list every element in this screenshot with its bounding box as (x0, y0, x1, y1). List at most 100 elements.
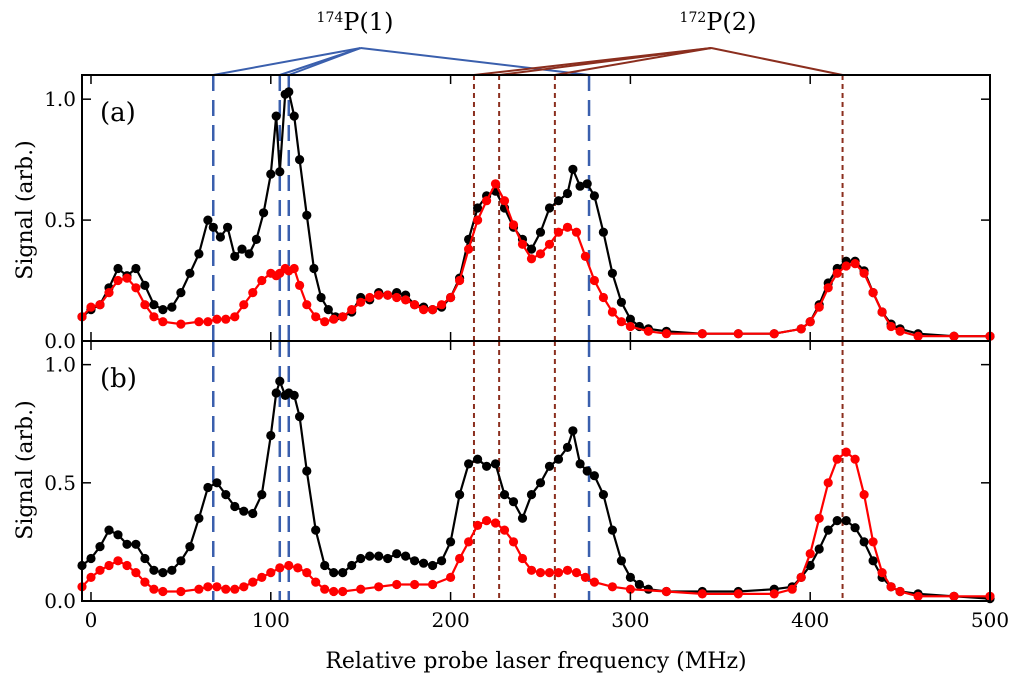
data-point-0-17-b (230, 501, 240, 512)
fan-line-group2-2 (554, 47, 712, 76)
data-point-0-11-b (176, 556, 186, 566)
data-point-1-52-a (535, 249, 546, 259)
data-point-1-62-b (841, 447, 851, 457)
data-point-0-16-b (221, 490, 231, 500)
data-point-0-19-a (237, 244, 247, 254)
data-point-0-33-b (347, 560, 357, 571)
data-point-1-33-b (446, 572, 456, 583)
data-point-1-57-a (580, 251, 591, 261)
data-point-1-21-b (284, 560, 294, 571)
data-point-1-7-b (140, 577, 150, 587)
data-point-1-59-a (598, 292, 609, 303)
data-point-0-66-b (634, 579, 645, 590)
data-point-1-55-b (769, 589, 779, 599)
data-point-0-14-a (203, 215, 213, 225)
data-point-1-8-b (149, 584, 159, 594)
data-point-1-48-b (580, 572, 591, 583)
data-point-1-34-a (374, 290, 384, 300)
data-point-0-9-a (158, 305, 168, 315)
data-point-1-20-b (275, 563, 285, 573)
data-point-1-15-b (230, 584, 240, 594)
y-axis-label-a: Signal (arb.) (13, 140, 38, 279)
data-point-0-58-a (544, 203, 555, 213)
data-point-1-1-b (86, 572, 96, 583)
data-point-1-55-a (562, 222, 573, 232)
data-point-1-65-a (697, 329, 707, 339)
data-point-1-60-b (823, 478, 833, 488)
data-point-1-2-a (95, 300, 105, 310)
data-point-1-56-a (571, 227, 582, 237)
data-point-1-48-a (499, 196, 510, 206)
data-point-0-20-a (244, 249, 254, 259)
data-point-1-44-b (544, 568, 555, 578)
data-point-0-5-b (122, 539, 132, 549)
data-point-1-45-b (553, 568, 564, 578)
data-point-1-56-b (787, 584, 797, 594)
data-point-1-52-b (661, 586, 672, 597)
data-point-0-41-b (419, 558, 429, 568)
data-point-1-30-a (338, 312, 348, 322)
data-point-1-39-a (419, 305, 429, 315)
data-point-0-42-b (428, 560, 438, 571)
data-point-1-25-a (295, 280, 305, 290)
data-point-1-43-a (455, 275, 465, 286)
data-point-0-39-b (401, 551, 411, 561)
data-point-1-19-b (266, 568, 276, 578)
data-point-1-63-a (643, 326, 654, 336)
y-tick-label-1-b: 0.5 (44, 471, 76, 495)
data-point-0-32-a (316, 292, 326, 303)
data-point-1-51-a (526, 254, 537, 264)
data-point-0-79-b (850, 523, 860, 533)
data-point-1-78-a (886, 321, 896, 332)
data-point-1-6-b (131, 568, 141, 578)
data-point-1-24-a (289, 263, 299, 274)
fan-line-group2-3 (711, 47, 843, 76)
data-point-1-60-a (607, 307, 618, 317)
data-point-1-31-a (347, 305, 357, 315)
data-point-1-61-a (616, 317, 627, 327)
marker-fan-lines (213, 47, 843, 76)
data-point-0-67-a (616, 297, 627, 307)
data-point-0-53-b (526, 490, 537, 500)
data-point-1-18-b (257, 572, 267, 583)
data-point-0-60-a (562, 188, 573, 199)
data-point-0-20-b (257, 490, 267, 500)
data-point-1-58-a (589, 275, 600, 286)
data-point-0-10-b (167, 565, 177, 575)
data-point-1-80-a (913, 331, 923, 341)
data-point-1-67-a (769, 329, 779, 339)
data-point-0-47-b (473, 454, 483, 464)
data-point-0-43-b (437, 556, 447, 566)
y-tick-label-0-b: 0.0 (44, 589, 76, 613)
data-point-1-4-b (113, 556, 123, 566)
fan-line-group1-2 (288, 47, 362, 76)
data-point-1-10-b (176, 586, 186, 597)
data-point-0-65-b (625, 572, 636, 583)
data-point-1-12-b (203, 582, 213, 592)
data-point-1-17-a (248, 288, 258, 298)
data-point-0-2-b (95, 542, 105, 552)
data-point-1-69-b (913, 591, 923, 601)
data-point-0-68-a (625, 314, 636, 324)
data-point-1-65-b (868, 537, 878, 547)
data-point-0-80-b (859, 537, 869, 547)
data-point-1-14-b (221, 584, 231, 594)
data-point-0-8-b (149, 565, 159, 575)
data-point-0-59-b (575, 459, 585, 469)
data-point-1-15-a (230, 312, 240, 322)
data-point-0-50-b (499, 490, 510, 500)
data-point-0-34-b (356, 553, 366, 564)
y-tick-label-2-b: 1.0 (44, 353, 76, 377)
data-point-0-58-b (568, 426, 578, 436)
data-point-1-12-a (203, 317, 213, 327)
plot-frame-a (81, 74, 991, 342)
x-tick-label-5: 500 (971, 608, 1009, 632)
data-point-0-45-b (455, 490, 465, 500)
data-point-0-33-a (323, 305, 333, 315)
data-point-1-34-b (455, 553, 465, 564)
data-point-0-65-a (598, 227, 609, 237)
data-point-0-37-b (383, 553, 393, 564)
x-axis-label: Relative probe laser frequency (MHz) (325, 649, 746, 674)
data-point-0-15-a (208, 222, 218, 232)
data-point-1-11-a (194, 317, 204, 327)
